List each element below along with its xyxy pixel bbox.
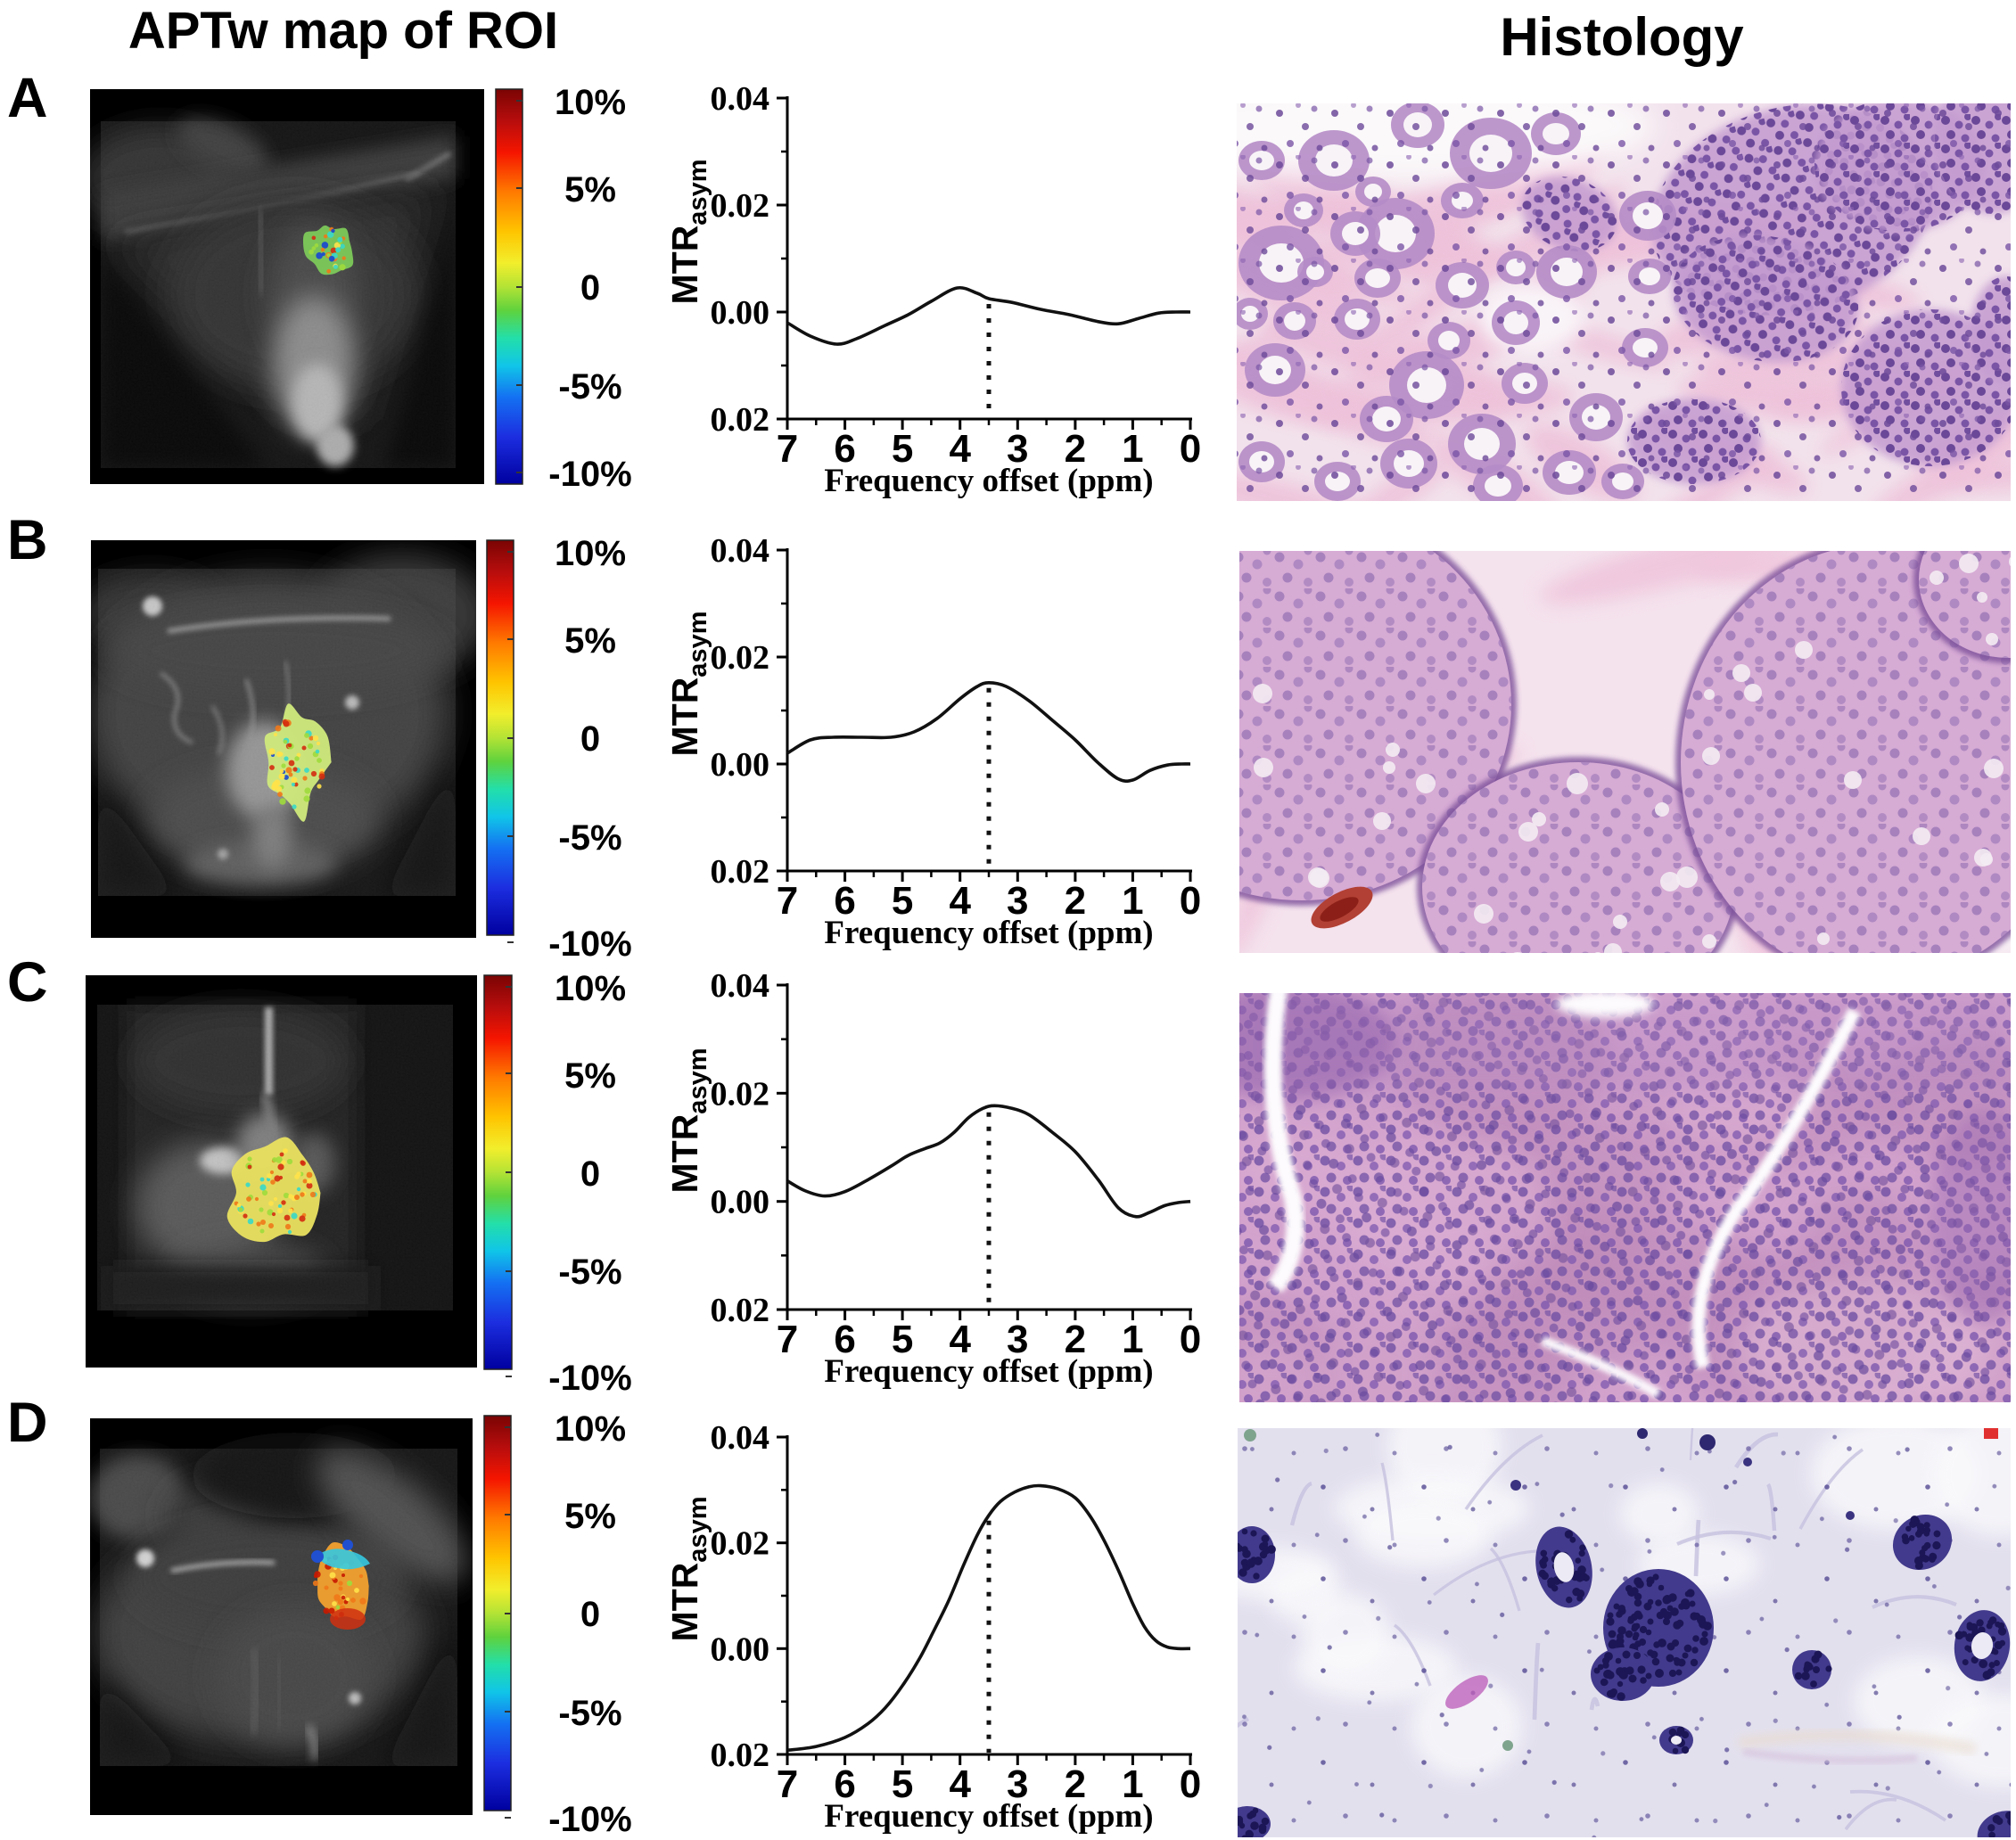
svg-text:6: 6	[834, 1762, 855, 1806]
svg-text:0: 0	[580, 1595, 600, 1634]
svg-text:MTRasym: MTRasym	[664, 160, 712, 305]
svg-text:D: D	[7, 1392, 48, 1454]
svg-text:2: 2	[1065, 879, 1086, 923]
svg-text:0.02: 0.02	[711, 1292, 770, 1329]
svg-text:0.00: 0.00	[711, 294, 770, 332]
svg-text:1: 1	[1122, 427, 1143, 471]
svg-text:Histology: Histology	[1500, 7, 1744, 67]
svg-text:0: 0	[1180, 879, 1201, 923]
svg-text:0: 0	[580, 268, 600, 308]
svg-text:0.02: 0.02	[711, 1075, 770, 1113]
svg-text:5: 5	[892, 879, 913, 923]
svg-text:0.04: 0.04	[711, 967, 770, 1005]
svg-text:0: 0	[1180, 427, 1201, 471]
svg-text:5%: 5%	[564, 170, 616, 209]
svg-text:A: A	[7, 67, 48, 129]
svg-text:-10%: -10%	[548, 455, 631, 494]
svg-text:6: 6	[834, 879, 855, 923]
svg-text:7: 7	[777, 427, 798, 471]
svg-text:-5%: -5%	[558, 1253, 621, 1292]
svg-text:C: C	[7, 951, 48, 1014]
svg-text:4: 4	[949, 1318, 971, 1361]
svg-text:0.02: 0.02	[711, 639, 770, 677]
svg-text:-10%: -10%	[548, 1359, 631, 1398]
svg-text:3: 3	[1007, 1318, 1028, 1361]
svg-text:7: 7	[777, 1318, 798, 1361]
svg-text:0.02: 0.02	[711, 1737, 770, 1774]
svg-text:5%: 5%	[564, 1497, 616, 1536]
svg-text:MTRasym: MTRasym	[664, 1048, 712, 1194]
svg-text:0.04: 0.04	[711, 80, 770, 118]
svg-text:2: 2	[1065, 1318, 1086, 1361]
svg-text:Frequency offset (ppm): Frequency offset (ppm)	[824, 1353, 1153, 1390]
svg-text:1: 1	[1122, 1762, 1143, 1806]
svg-text:0: 0	[580, 719, 600, 759]
svg-text:10%: 10%	[555, 1409, 626, 1449]
svg-text:4: 4	[949, 1762, 971, 1806]
svg-text:MTRasym: MTRasym	[664, 612, 712, 757]
svg-text:0.04: 0.04	[711, 1419, 770, 1457]
svg-text:1: 1	[1122, 879, 1143, 923]
svg-text:0.02: 0.02	[711, 853, 770, 891]
svg-text:0.00: 0.00	[711, 1631, 770, 1668]
svg-text:0.02: 0.02	[711, 1525, 770, 1563]
svg-text:4: 4	[949, 879, 971, 923]
svg-text:-5%: -5%	[558, 1694, 621, 1733]
svg-text:7: 7	[777, 1762, 798, 1806]
svg-text:3: 3	[1007, 427, 1028, 471]
svg-text:3: 3	[1007, 879, 1028, 923]
svg-text:0.04: 0.04	[711, 532, 770, 570]
svg-text:6: 6	[834, 1318, 855, 1361]
svg-text:3: 3	[1007, 1762, 1028, 1806]
svg-text:0.00: 0.00	[711, 746, 770, 784]
svg-text:0.00: 0.00	[711, 1184, 770, 1221]
svg-text:0: 0	[1180, 1762, 1201, 1806]
svg-text:10%: 10%	[555, 83, 626, 122]
svg-text:Frequency offset (ppm): Frequency offset (ppm)	[824, 1798, 1153, 1835]
svg-text:2: 2	[1065, 1762, 1086, 1806]
svg-text:2: 2	[1065, 427, 1086, 471]
svg-text:Frequency offset (ppm): Frequency offset (ppm)	[824, 915, 1153, 951]
svg-text:0: 0	[1180, 1318, 1201, 1361]
svg-text:5%: 5%	[564, 621, 616, 661]
svg-text:5%: 5%	[564, 1056, 616, 1096]
svg-text:1: 1	[1122, 1318, 1143, 1361]
svg-text:10%: 10%	[555, 969, 626, 1008]
svg-text:-5%: -5%	[558, 818, 621, 858]
svg-text:APTw map of ROI: APTw map of ROI	[128, 2, 558, 60]
svg-text:10%: 10%	[555, 534, 626, 573]
svg-text:5: 5	[892, 1762, 913, 1806]
svg-text:4: 4	[949, 427, 971, 471]
svg-text:6: 6	[834, 427, 855, 471]
svg-text:5: 5	[892, 427, 913, 471]
svg-text:MTRasym: MTRasym	[664, 1497, 712, 1642]
svg-text:7: 7	[777, 879, 798, 923]
svg-text:Frequency offset (ppm): Frequency offset (ppm)	[824, 463, 1153, 499]
svg-text:0.02: 0.02	[711, 187, 770, 225]
svg-text:-10%: -10%	[548, 924, 631, 964]
svg-text:-5%: -5%	[558, 367, 621, 407]
svg-text:0.02: 0.02	[711, 401, 770, 439]
svg-text:5: 5	[892, 1318, 913, 1361]
svg-text:-10%: -10%	[548, 1800, 631, 1839]
svg-text:0: 0	[580, 1154, 600, 1194]
svg-text:B: B	[7, 509, 48, 571]
